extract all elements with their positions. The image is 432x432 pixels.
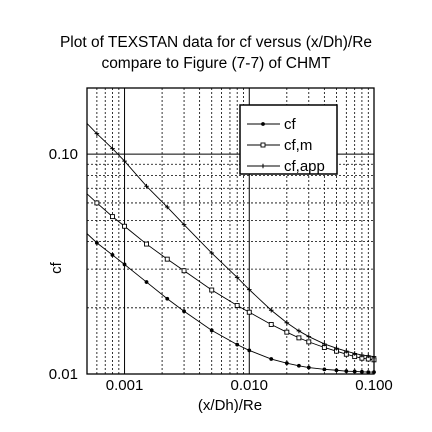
x-axis-label: (x/Dh)/Re <box>198 397 262 414</box>
legend: cf cf,m cf,app <box>239 104 338 175</box>
series-point-cf <box>122 262 127 267</box>
series-point-cf-m <box>306 339 312 345</box>
series-point-cf-app <box>268 307 274 313</box>
series-point-cf-app <box>94 131 100 136</box>
x-tick-label: 0.100 <box>355 377 393 394</box>
series-point-cf-app <box>365 353 371 359</box>
series-point-cf <box>334 368 339 373</box>
legend-marker-cf-app <box>260 163 266 169</box>
series-point-cf-app <box>352 351 357 356</box>
series-point-cf-app <box>334 345 339 351</box>
series-point-cf-m <box>110 214 115 220</box>
series-point-cf <box>144 280 149 284</box>
series-point-cf-m <box>209 287 215 293</box>
series-point-cf-app <box>322 341 327 347</box>
series-point-cf <box>344 369 349 374</box>
series-point-cf <box>165 296 170 301</box>
series-point-cf-app <box>284 320 290 326</box>
series-point-cf-m <box>284 329 290 335</box>
series-point-cf-app <box>359 352 365 358</box>
series-point-cf-app <box>164 204 170 210</box>
legend-marker-cf <box>261 122 265 126</box>
series-point-cf-app <box>306 334 312 339</box>
y-axis-label: cf <box>48 261 65 274</box>
series-point-cf-app <box>246 287 252 292</box>
series-point-cf-m <box>181 268 187 274</box>
series-point-cf <box>352 369 357 374</box>
series-line-2 <box>86 193 375 361</box>
series-point-cf-app <box>144 183 149 189</box>
chart-title-line-2: compare to Figure (7-7) of CHMT <box>101 55 331 72</box>
legend-marker-cf-m <box>260 142 266 148</box>
series-point-cf-m <box>122 223 127 229</box>
plot-frame <box>86 87 375 375</box>
x-tick-label: 0.001 <box>106 377 144 394</box>
series-point-cf-m <box>94 200 100 206</box>
series-point-cf <box>235 342 240 347</box>
tick-labels: 0.001 0.010 0.100 0.01 0.10 <box>49 146 393 394</box>
series-point-cf-app <box>344 348 349 354</box>
series-point-cf <box>366 370 371 375</box>
legend-label-2: cf,m <box>284 137 312 154</box>
series-point-cf <box>306 365 311 370</box>
series-point-cf <box>322 367 327 372</box>
series-point-cf-m <box>268 322 274 327</box>
x-tick-label: 0.010 <box>230 377 268 394</box>
series-point-cf <box>269 357 274 361</box>
series-point-cf-app <box>234 275 240 280</box>
y-tick-label: 0.10 <box>49 146 78 163</box>
series-point-cf <box>110 253 115 257</box>
series-point-cf-m <box>246 309 252 315</box>
series-point-cf <box>182 309 186 314</box>
series-point-cf <box>209 328 214 333</box>
series-point-cf-m <box>164 256 170 262</box>
series-point-cf-app <box>209 250 215 256</box>
series-point-cf <box>297 363 301 368</box>
series-point-cf <box>360 369 364 374</box>
series-point-cf-app <box>122 158 127 164</box>
series-point-cf-m <box>296 335 302 341</box>
series-point-cf <box>94 240 99 245</box>
series-point-cf-app <box>181 222 187 227</box>
legend-box <box>239 104 338 175</box>
series-point-cf <box>284 361 289 366</box>
series-point-cf-m <box>234 303 240 308</box>
series-point-cf-m <box>144 241 149 247</box>
series-line-1 <box>86 233 374 373</box>
legend-label-3: cf,app <box>284 158 325 175</box>
chart-title-line-1: Plot of TEXSTAN data for cf versus (x/Dh… <box>60 34 372 51</box>
y-tick-label: 0.01 <box>49 366 78 383</box>
series-point-cf-app <box>296 328 302 334</box>
series-point-cf-app <box>110 146 115 151</box>
legend-label-1: cf <box>284 116 297 133</box>
series-point-cf <box>247 348 252 353</box>
